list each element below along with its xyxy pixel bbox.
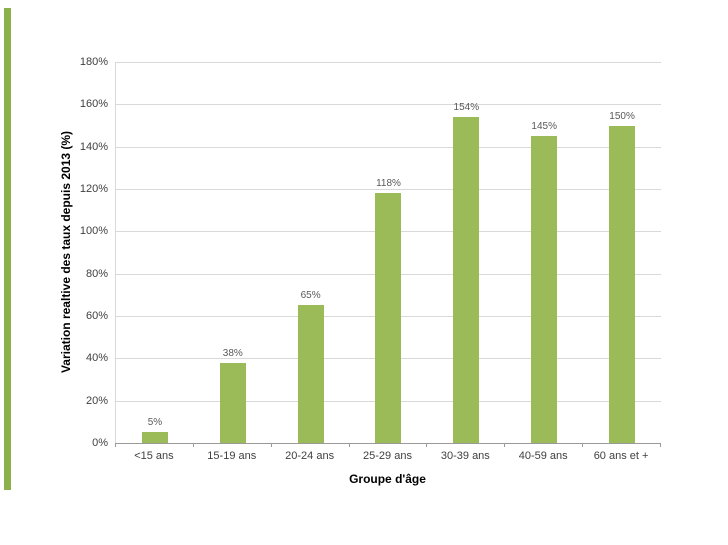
x-axis-tickmark — [660, 443, 661, 447]
bar-value-label: 38% — [222, 347, 243, 359]
gridline — [116, 146, 661, 148]
bar-value-label: 5% — [147, 417, 163, 429]
x-axis-title: Groupe d'âge — [349, 472, 426, 486]
x-tick-label: 20-24 ans — [285, 450, 335, 462]
plot-area: 5% 38% 65% 118% 154% 145% 150% — [115, 62, 661, 444]
y-tick-label: 100% — [79, 225, 108, 238]
bar-slot: 38% — [194, 62, 272, 443]
x-tick-label: 40-59 ans — [518, 450, 568, 462]
bar-value-label: 118% — [376, 178, 401, 190]
bar — [141, 432, 168, 443]
x-axis-tickmark — [270, 443, 272, 447]
bar — [375, 193, 402, 443]
bar — [219, 362, 246, 443]
gridline — [116, 62, 661, 63]
bar-slot: 5% — [116, 62, 194, 443]
bar-value-label: 65% — [300, 290, 321, 302]
x-axis-tickmark — [348, 443, 350, 447]
x-axis-tickmark — [504, 443, 506, 447]
y-tick-label: 140% — [79, 140, 108, 153]
bar — [609, 125, 636, 443]
y-tick-label: 20% — [85, 394, 108, 407]
x-tick-label: <15 ans — [134, 450, 174, 462]
y-axis-tick-labels: 0% 20% 40% 60% 80% 100% 120% 140% 160% 180% — [64, 56, 108, 449]
bar-value-label: 150% — [609, 110, 635, 122]
bar-slot: 154% — [427, 62, 505, 443]
bar-slot: 150% — [583, 62, 661, 443]
y-tick-label: 40% — [85, 352, 108, 365]
y-tick-label: 120% — [79, 183, 108, 195]
x-tick-label: 25-29 ans — [363, 450, 412, 462]
y-tick-label: 60% — [85, 310, 108, 322]
bar-value-label: 154% — [453, 102, 480, 114]
bar — [531, 136, 558, 443]
x-tick-label: 60 ans et + — [593, 450, 649, 462]
x-axis-tickmark — [426, 443, 428, 447]
bar-slot: 145% — [505, 62, 583, 443]
gridline — [116, 189, 661, 190]
left-accent-stripe — [4, 8, 11, 490]
x-tick-label: 15-19 ans — [207, 450, 257, 462]
y-tick-label: 160% — [79, 98, 108, 111]
y-tick-label: 180% — [79, 56, 108, 68]
x-axis-tickmark — [192, 443, 194, 447]
bar-slot: 65% — [272, 62, 350, 443]
y-tick-label: 80% — [85, 267, 108, 280]
y-tick-label: 0% — [92, 437, 108, 449]
x-axis-tick-labels: <15 ans 15-19 ans 20-24 ans 25-29 ans 30-39 … — [115, 450, 660, 466]
x-axis-tickmark — [582, 443, 584, 447]
bar-value-label: 145% — [531, 121, 557, 133]
x-tick-label: 30-39 ans — [440, 450, 490, 462]
bar — [453, 117, 480, 443]
bar — [297, 305, 324, 443]
bar-slot: 118% — [350, 62, 428, 443]
gridline — [116, 104, 661, 106]
x-axis-tickmark — [115, 443, 116, 447]
